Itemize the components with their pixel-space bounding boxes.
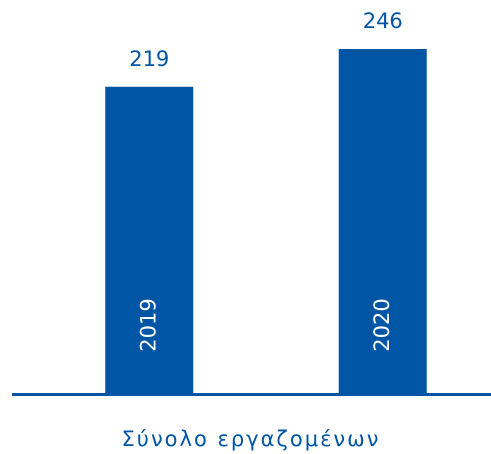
x-axis-title: Σύνολο εργαζομένων (122, 427, 381, 451)
value-label: 219 (129, 47, 169, 71)
x-tick-label: 2020 (370, 298, 394, 351)
bar (338, 49, 427, 393)
x-tick-label: 2019 (136, 298, 160, 351)
bar (105, 86, 194, 393)
value-label: 246 (363, 9, 403, 33)
